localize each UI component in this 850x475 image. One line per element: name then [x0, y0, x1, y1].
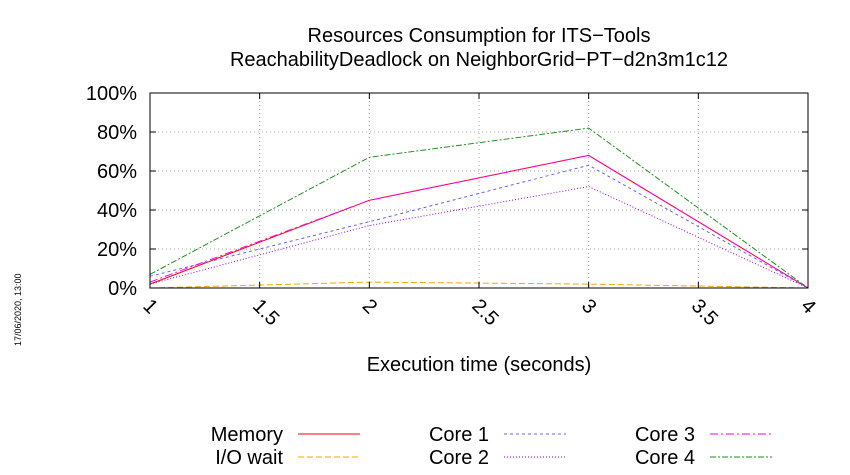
grid [150, 93, 808, 288]
legend-label: I/O wait [215, 447, 283, 469]
x-tick-label: 3.5 [687, 295, 722, 330]
series-line [149, 154, 809, 289]
y-tick-label: 0% [108, 278, 137, 300]
legend-label: Memory [211, 424, 283, 446]
y-tick-label: 100% [86, 83, 137, 105]
x-axis-label: Execution time (seconds) [367, 354, 592, 376]
x-axis-ticks: 1 1.5 2 2.5 3 3.5 4 [138, 93, 820, 330]
x-tick-label: 1 [138, 295, 161, 318]
y-tick-label: 60% [97, 161, 137, 183]
x-tick-label: 1.5 [248, 295, 283, 330]
y-tick-label: 40% [97, 200, 137, 222]
series-line [149, 186, 809, 289]
chart-subtitle: ReachabilityDeadlock on NeighborGrid−PT−… [230, 49, 728, 71]
series-line [149, 154, 809, 289]
x-tick-label: 2.5 [467, 295, 502, 330]
legend-label: Core 4 [635, 447, 695, 469]
x-tick-label: 4 [796, 295, 819, 318]
series-lines [149, 127, 809, 289]
x-tick-label: 3 [577, 295, 600, 318]
timestamp: 17/06/2020, 13:00 [13, 273, 23, 346]
y-tick-label: 80% [97, 122, 137, 144]
legend-label: Core 2 [429, 447, 489, 469]
chart-title: Resources Consumption for ITS−Tools [308, 25, 651, 47]
legend-label: Core 1 [429, 424, 489, 446]
y-tick-label: 20% [97, 239, 137, 261]
series-line [149, 164, 809, 289]
legend-label: Core 3 [635, 424, 695, 446]
series-line [149, 127, 809, 289]
x-tick-label: 2 [358, 295, 381, 318]
plot-frame [149, 92, 809, 289]
y-axis-ticks: 0% 20% 40% 60% 80% 100% [86, 83, 808, 300]
